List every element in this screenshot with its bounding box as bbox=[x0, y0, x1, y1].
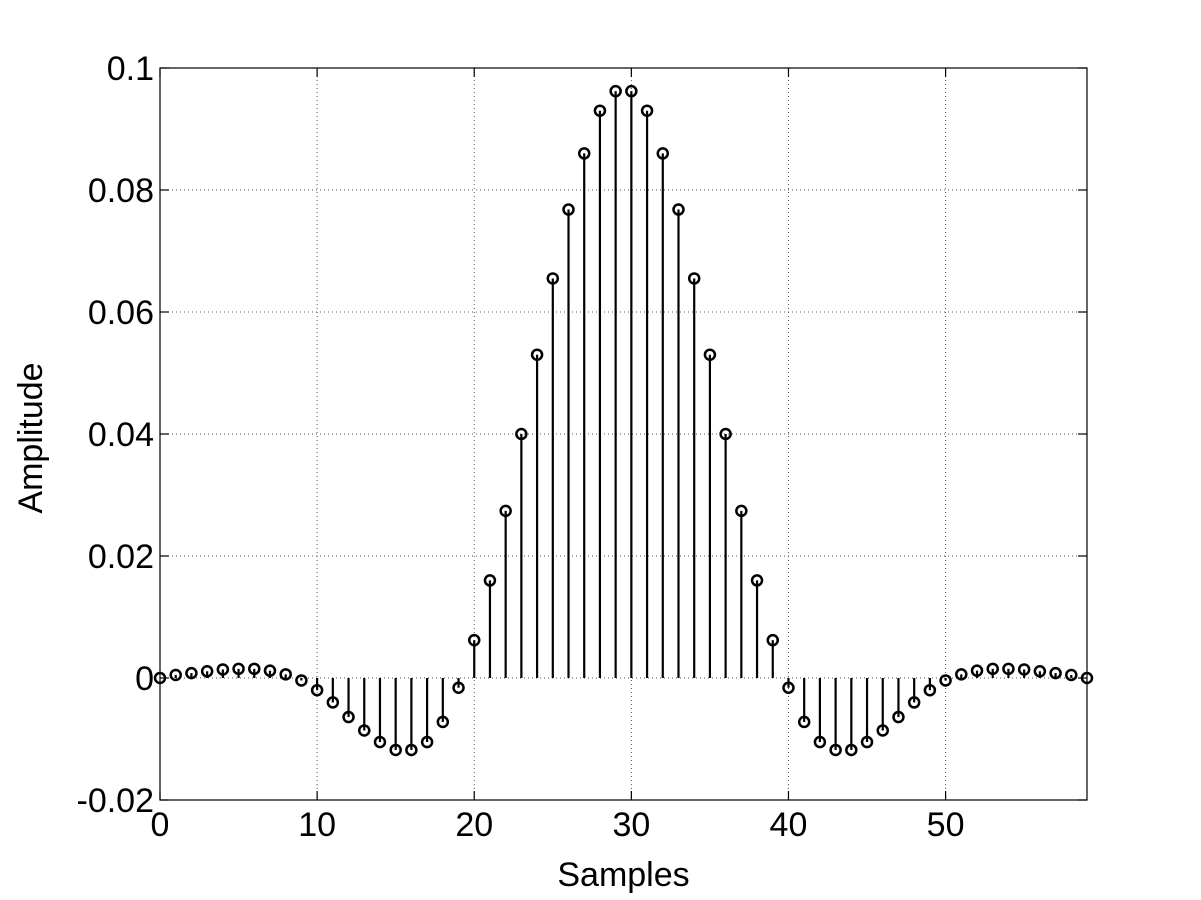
stem-marker bbox=[719, 427, 732, 441]
stem-marker bbox=[687, 272, 701, 285]
y-tick-label: 0.02 bbox=[88, 538, 154, 576]
stem-marker bbox=[373, 735, 387, 749]
y-axis-label: Amplitude bbox=[12, 362, 50, 513]
stem-marker bbox=[342, 710, 355, 724]
y-tick-label: 0.04 bbox=[88, 416, 154, 454]
stem-marker bbox=[200, 665, 214, 678]
grid bbox=[160, 68, 1087, 800]
stem-marker bbox=[593, 104, 607, 117]
x-tick-label: 0 bbox=[151, 806, 170, 844]
stem-marker bbox=[248, 662, 261, 676]
stem-marker bbox=[420, 735, 434, 749]
y-tick-label: 0.1 bbox=[107, 50, 154, 88]
stem-marker bbox=[232, 662, 245, 676]
stem-marker bbox=[797, 715, 811, 729]
stem-marker bbox=[892, 710, 905, 724]
stem-marker bbox=[310, 683, 324, 697]
stem-marker bbox=[766, 633, 780, 647]
stem-marker bbox=[546, 272, 560, 285]
stem-marker bbox=[1065, 668, 1078, 682]
axes-box bbox=[159, 67, 1088, 801]
y-tick-label: 0 bbox=[135, 660, 154, 698]
stem-marker bbox=[845, 743, 858, 757]
stem-marker bbox=[515, 427, 528, 441]
stem-marker bbox=[185, 666, 198, 680]
stem-marker bbox=[499, 504, 512, 518]
stem-marker bbox=[1017, 663, 1031, 676]
stem-marker bbox=[577, 147, 591, 160]
stem-marker bbox=[986, 662, 999, 676]
stem-marker bbox=[970, 664, 984, 677]
x-tick-labels: 0 10 20 30 40 50 bbox=[151, 806, 965, 844]
x-tick-label: 20 bbox=[455, 806, 493, 844]
stem-marker bbox=[829, 743, 842, 757]
stem-marker bbox=[923, 683, 937, 697]
stem-marker bbox=[326, 696, 340, 709]
stem-marker bbox=[672, 203, 685, 216]
x-tick-label: 40 bbox=[770, 806, 808, 844]
stem-marker bbox=[939, 674, 952, 687]
stem-marker bbox=[436, 715, 450, 729]
stem-marker bbox=[640, 104, 654, 117]
y-tick-label: -0.02 bbox=[77, 782, 155, 820]
stem-marker bbox=[153, 671, 167, 685]
stem-marker bbox=[1080, 671, 1094, 685]
stem-marker bbox=[1049, 666, 1062, 680]
stem-marker bbox=[358, 724, 371, 737]
y-tick-label: 0.08 bbox=[88, 172, 154, 210]
x-axis-label: Samples bbox=[557, 856, 689, 894]
stem-marker bbox=[530, 348, 544, 361]
stem-marker bbox=[483, 574, 497, 587]
stem-marker bbox=[562, 203, 575, 216]
stem-marker bbox=[735, 504, 748, 518]
y-tick-label: 0.06 bbox=[88, 294, 154, 332]
stem-marker bbox=[750, 574, 764, 587]
y-tick-labels: -0.02 0 0.02 0.04 0.06 0.08 0.1 bbox=[77, 50, 155, 820]
stem-marker bbox=[452, 681, 465, 695]
x-tick-label: 50 bbox=[927, 806, 965, 844]
stem-marker bbox=[860, 735, 874, 749]
tick-marks bbox=[159, 67, 1087, 801]
stem-marker bbox=[955, 668, 968, 681]
stem-marker bbox=[216, 663, 230, 676]
x-tick-label: 30 bbox=[612, 806, 650, 844]
stem-marker bbox=[1002, 662, 1015, 676]
x-tick-label: 10 bbox=[298, 806, 336, 844]
stem-marker bbox=[1033, 665, 1047, 678]
stem-marker bbox=[782, 681, 795, 695]
stem-marker bbox=[876, 724, 889, 737]
stem-marker bbox=[609, 84, 622, 98]
stem-marker bbox=[389, 743, 402, 757]
stem-marker bbox=[263, 664, 277, 677]
stem-marker bbox=[279, 668, 292, 681]
stem-marker bbox=[907, 696, 921, 709]
stem-marker bbox=[295, 674, 308, 687]
stem-marker bbox=[405, 743, 418, 757]
stem-marker bbox=[813, 735, 827, 749]
stem-marker bbox=[656, 147, 670, 160]
stem-marker bbox=[625, 84, 638, 98]
stem-marker bbox=[703, 348, 717, 361]
stem-marker bbox=[169, 668, 182, 682]
stem-marker bbox=[467, 633, 481, 647]
stem-series bbox=[153, 84, 1094, 757]
